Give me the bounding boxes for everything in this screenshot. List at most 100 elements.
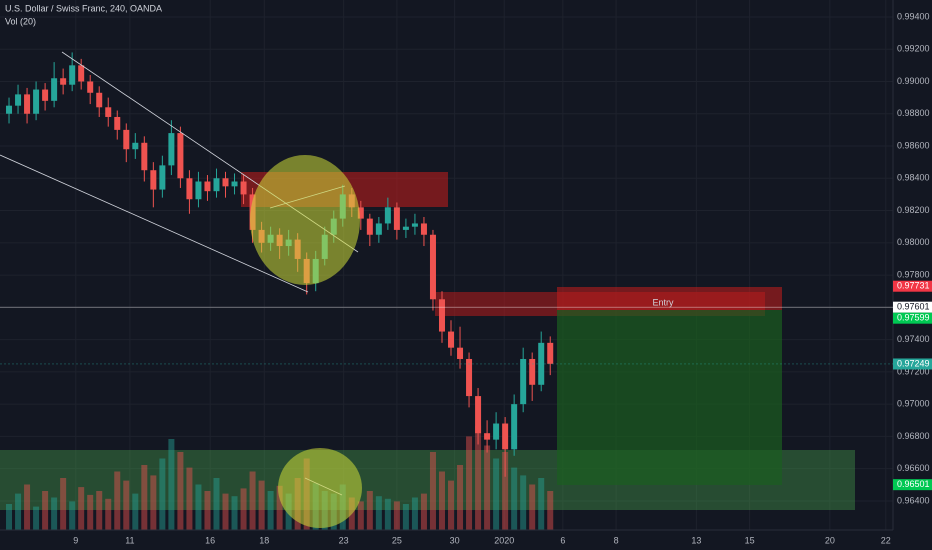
volume-bar [357, 501, 364, 530]
volume-bar [429, 452, 436, 530]
price-tag-label: 0.96501 [897, 479, 930, 489]
y-tick-label: 0.97200 [897, 366, 930, 376]
candle-body [33, 89, 40, 114]
volume-bar [520, 475, 527, 530]
volume-bar [60, 478, 67, 530]
volume-bar [384, 498, 391, 530]
x-tick-label: 2020 [494, 535, 514, 545]
price-tag [893, 280, 932, 292]
y-tick-label: 0.96600 [897, 463, 930, 473]
candle-body [177, 133, 184, 179]
price-tag [893, 301, 932, 313]
volume-bar [24, 484, 31, 530]
volume-bar [105, 498, 112, 530]
candle-body [222, 178, 229, 187]
candle-body [429, 234, 436, 300]
x-tick-label: 25 [392, 535, 402, 545]
trend-line [0, 154, 309, 293]
volume-bar [240, 488, 247, 530]
volume-bar [547, 491, 554, 530]
price-tag [893, 312, 932, 324]
volume-bar [475, 426, 482, 530]
highlight-circle [278, 448, 362, 528]
volume-bar [466, 436, 473, 530]
candle-body [493, 423, 500, 440]
candle-body [69, 65, 76, 85]
candle-body [231, 181, 238, 187]
candle-body [484, 433, 491, 440]
y-tick-label: 0.96800 [897, 431, 930, 441]
y-tick-label: 0.98800 [897, 108, 930, 118]
volume-bar [159, 458, 166, 530]
candle-body [213, 178, 220, 192]
volume-bar [177, 452, 184, 530]
volume-bar [267, 491, 274, 530]
candles [6, 52, 554, 477]
volume-bar [231, 496, 238, 530]
price-tag-label: 0.97599 [897, 313, 930, 323]
volume-bar [393, 501, 400, 530]
candle-body [547, 342, 554, 364]
x-tick-label: 23 [339, 535, 349, 545]
x-tick-label: 15 [745, 535, 755, 545]
candle-body [24, 94, 31, 114]
volume-bar [222, 493, 229, 530]
volume-bar [87, 494, 94, 530]
volume-bar [511, 467, 518, 530]
volume-bar [420, 493, 427, 530]
candle-body [132, 142, 139, 150]
volume-bar [457, 465, 464, 530]
stop-zone [557, 287, 782, 310]
candle-body [393, 207, 400, 230]
candle-body [448, 331, 455, 348]
volume-bar [33, 506, 40, 530]
volume-bar [493, 458, 500, 530]
candle-body [78, 65, 85, 82]
volume-bar [529, 484, 536, 530]
candle-body [240, 181, 247, 195]
y-tick-label: 0.98400 [897, 173, 930, 183]
candle-body [6, 105, 13, 114]
candle-body [141, 142, 148, 171]
volume-bar [42, 491, 49, 530]
price-tag-label: 0.97249 [897, 358, 930, 368]
y-tick-label: 0.98000 [897, 237, 930, 247]
candle-body [96, 92, 103, 108]
candle-body [420, 223, 427, 235]
y-tick-label: 0.97400 [897, 334, 930, 344]
candle-body [204, 181, 211, 192]
volume-bar [123, 480, 130, 530]
x-tick-label: 9 [73, 535, 78, 545]
y-tick-label: 0.96400 [897, 495, 930, 505]
price-tag [893, 358, 932, 370]
volume-bar [258, 480, 265, 530]
volume-bar [69, 501, 76, 530]
volume-bar [213, 478, 220, 530]
candle-body [51, 78, 58, 101]
candle-body [168, 133, 175, 166]
candle-body [105, 107, 112, 117]
x-tick-label: 22 [881, 535, 891, 545]
candle-body [123, 129, 130, 150]
candle-body [520, 358, 527, 405]
volume-bar [249, 471, 256, 530]
volume-bar [168, 439, 175, 530]
volume-bar [96, 491, 103, 530]
candle-body [42, 89, 49, 101]
candle-body [366, 218, 373, 235]
chart-title: U.S. Dollar / Swiss Franc, 240, OANDA [5, 3, 162, 13]
candle-body [502, 423, 509, 450]
volume-bar [402, 504, 409, 530]
candle-body [150, 170, 157, 190]
volume-bar [538, 478, 545, 530]
candle-body [475, 396, 482, 434]
candle-body [60, 78, 67, 85]
volume-bar [51, 497, 58, 530]
x-tick-label: 6 [560, 535, 565, 545]
time-axis [0, 530, 932, 550]
candle-body [159, 165, 166, 190]
entry-label: Entry [652, 297, 674, 307]
candle-body [186, 178, 193, 200]
y-tick-label: 0.97800 [897, 269, 930, 279]
